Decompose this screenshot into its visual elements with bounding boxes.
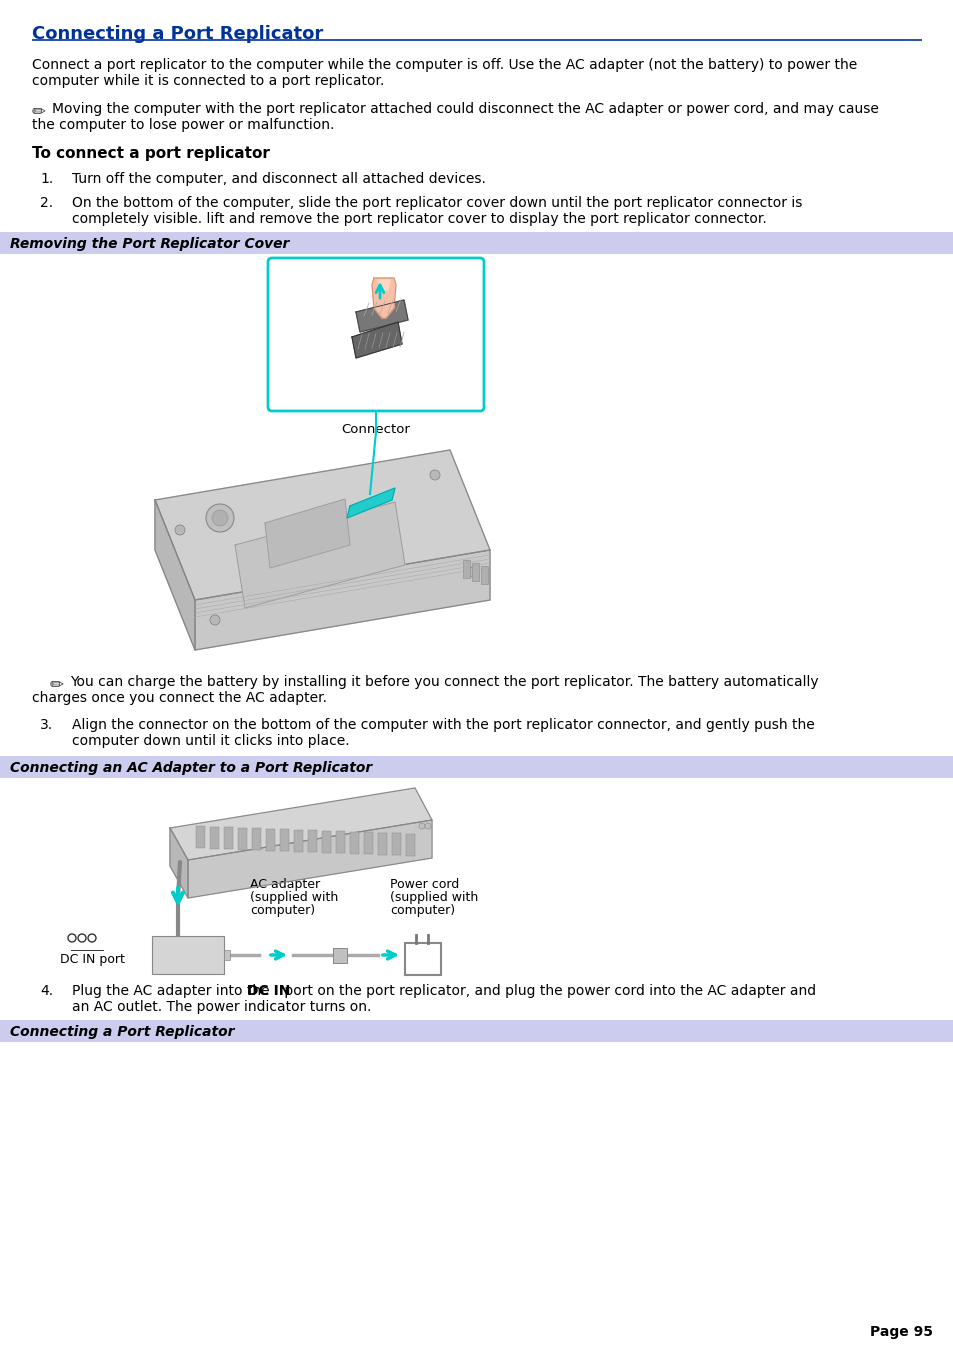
Text: Plug the AC adapter into the: Plug the AC adapter into the bbox=[71, 984, 274, 998]
Bar bbox=[335, 831, 345, 852]
Polygon shape bbox=[170, 828, 188, 898]
Text: ✏: ✏ bbox=[32, 101, 46, 120]
Polygon shape bbox=[170, 788, 432, 861]
Bar bbox=[405, 943, 440, 975]
Bar bbox=[294, 830, 303, 851]
Bar bbox=[152, 936, 224, 974]
Bar bbox=[472, 563, 478, 581]
Text: (supplied with: (supplied with bbox=[390, 892, 477, 904]
Text: DC IN: DC IN bbox=[247, 984, 290, 998]
Text: computer): computer) bbox=[390, 904, 455, 917]
Polygon shape bbox=[234, 503, 405, 608]
Circle shape bbox=[212, 509, 228, 526]
Text: computer): computer) bbox=[250, 904, 314, 917]
Bar bbox=[322, 831, 331, 852]
Text: charges once you connect the AC adapter.: charges once you connect the AC adapter. bbox=[32, 690, 327, 705]
Text: Power cord: Power cord bbox=[390, 878, 458, 892]
Bar bbox=[210, 827, 219, 848]
Polygon shape bbox=[377, 280, 390, 290]
Circle shape bbox=[430, 470, 439, 480]
Polygon shape bbox=[352, 322, 401, 358]
Circle shape bbox=[464, 567, 475, 577]
Text: Page 95: Page 95 bbox=[869, 1325, 932, 1339]
Circle shape bbox=[424, 823, 431, 830]
Polygon shape bbox=[347, 488, 395, 517]
Text: Connecting an AC Adapter to a Port Replicator: Connecting an AC Adapter to a Port Repli… bbox=[10, 761, 372, 775]
Bar bbox=[224, 950, 230, 961]
Text: DC IN port: DC IN port bbox=[60, 952, 125, 966]
Bar bbox=[480, 566, 488, 584]
Text: On the bottom of the computer, slide the port replicator cover down until the po: On the bottom of the computer, slide the… bbox=[71, 196, 801, 209]
Text: 3.: 3. bbox=[40, 717, 53, 732]
Polygon shape bbox=[372, 278, 395, 317]
Circle shape bbox=[206, 504, 233, 532]
Text: computer while it is connected to a port replicator.: computer while it is connected to a port… bbox=[32, 74, 384, 88]
Text: Align the connector on the bottom of the computer with the port replicator conne: Align the connector on the bottom of the… bbox=[71, 717, 814, 732]
Text: completely visible. lift and remove the port replicator cover to display the por: completely visible. lift and remove the … bbox=[71, 212, 766, 226]
Bar bbox=[350, 831, 358, 854]
FancyBboxPatch shape bbox=[268, 258, 483, 411]
Bar bbox=[237, 828, 247, 850]
Text: To connect a port replicator: To connect a port replicator bbox=[32, 146, 270, 161]
Bar bbox=[377, 832, 387, 854]
Text: Connecting a Port Replicator: Connecting a Port Replicator bbox=[32, 26, 323, 43]
Circle shape bbox=[174, 526, 185, 535]
Bar bbox=[462, 561, 470, 578]
Text: Turn off the computer, and disconnect all attached devices.: Turn off the computer, and disconnect al… bbox=[71, 172, 485, 186]
Text: Connect a port replicator to the computer while the computer is off. Use the AC : Connect a port replicator to the compute… bbox=[32, 58, 857, 72]
Text: port on the port replicator, and plug the power cord into the AC adapter and: port on the port replicator, and plug th… bbox=[280, 984, 815, 998]
Bar bbox=[252, 828, 261, 850]
Text: 2.: 2. bbox=[40, 196, 53, 209]
Text: Connecting a Port Replicator: Connecting a Port Replicator bbox=[10, 1025, 234, 1039]
Text: the computer to lose power or malfunction.: the computer to lose power or malfunctio… bbox=[32, 118, 334, 132]
Polygon shape bbox=[194, 550, 490, 650]
Circle shape bbox=[78, 934, 86, 942]
Bar bbox=[0, 757, 953, 778]
Bar bbox=[0, 1020, 953, 1042]
Circle shape bbox=[88, 934, 96, 942]
Bar bbox=[333, 948, 347, 963]
Circle shape bbox=[210, 615, 220, 626]
Bar bbox=[224, 827, 233, 848]
Bar bbox=[308, 830, 316, 852]
Text: Moving the computer with the port replicator attached could disconnect the AC ad: Moving the computer with the port replic… bbox=[52, 101, 878, 116]
Polygon shape bbox=[265, 499, 350, 567]
Circle shape bbox=[68, 934, 76, 942]
Text: Connector: Connector bbox=[341, 423, 410, 436]
Text: (supplied with: (supplied with bbox=[250, 892, 338, 904]
Bar bbox=[406, 834, 415, 855]
Text: AC adapter: AC adapter bbox=[250, 878, 320, 892]
Bar bbox=[266, 828, 274, 851]
Text: Removing the Port Replicator Cover: Removing the Port Replicator Cover bbox=[10, 236, 289, 251]
Bar bbox=[392, 834, 400, 855]
Bar bbox=[364, 832, 373, 854]
Polygon shape bbox=[188, 820, 432, 898]
Text: computer down until it clicks into place.: computer down until it clicks into place… bbox=[71, 734, 349, 748]
Polygon shape bbox=[355, 300, 408, 332]
Text: 4.: 4. bbox=[40, 984, 53, 998]
Text: ✏: ✏ bbox=[50, 676, 64, 693]
Text: 1.: 1. bbox=[40, 172, 53, 186]
Text: You can charge the battery by installing it before you connect the port replicat: You can charge the battery by installing… bbox=[70, 676, 818, 689]
Polygon shape bbox=[154, 450, 490, 600]
Circle shape bbox=[418, 823, 424, 830]
Text: an AC outlet. The power indicator turns on.: an AC outlet. The power indicator turns … bbox=[71, 1000, 371, 1015]
Bar bbox=[0, 232, 953, 254]
Bar bbox=[195, 825, 205, 848]
Bar bbox=[280, 830, 289, 851]
Polygon shape bbox=[154, 500, 194, 650]
